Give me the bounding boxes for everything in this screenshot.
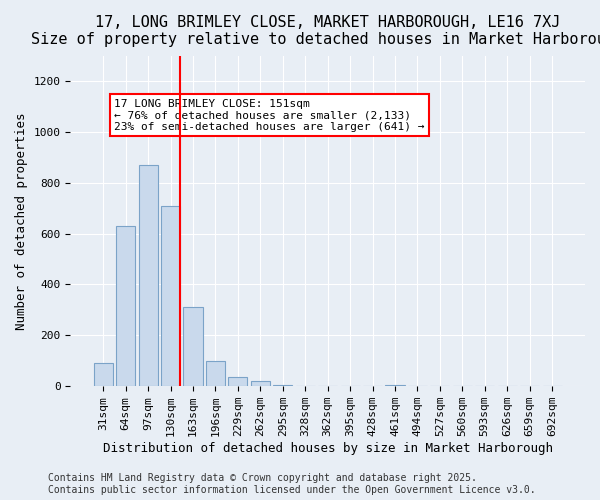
Bar: [251, 381, 270, 386]
Bar: [273, 385, 292, 386]
Bar: [116, 226, 135, 386]
Y-axis label: Number of detached properties: Number of detached properties: [15, 112, 28, 330]
Bar: [139, 165, 158, 386]
Title: 17, LONG BRIMLEY CLOSE, MARKET HARBOROUGH, LE16 7XJ
Size of property relative to: 17, LONG BRIMLEY CLOSE, MARKET HARBOROUG…: [31, 15, 600, 48]
Bar: [184, 308, 203, 386]
Bar: [385, 385, 404, 386]
Bar: [94, 364, 113, 386]
Text: 17 LONG BRIMLEY CLOSE: 151sqm
← 76% of detached houses are smaller (2,133)
23% o: 17 LONG BRIMLEY CLOSE: 151sqm ← 76% of d…: [115, 99, 425, 132]
X-axis label: Distribution of detached houses by size in Market Harborough: Distribution of detached houses by size …: [103, 442, 553, 455]
Text: Contains HM Land Registry data © Crown copyright and database right 2025.
Contai: Contains HM Land Registry data © Crown c…: [48, 474, 536, 495]
Bar: [206, 361, 225, 386]
Bar: [161, 206, 180, 386]
Bar: [229, 378, 247, 386]
